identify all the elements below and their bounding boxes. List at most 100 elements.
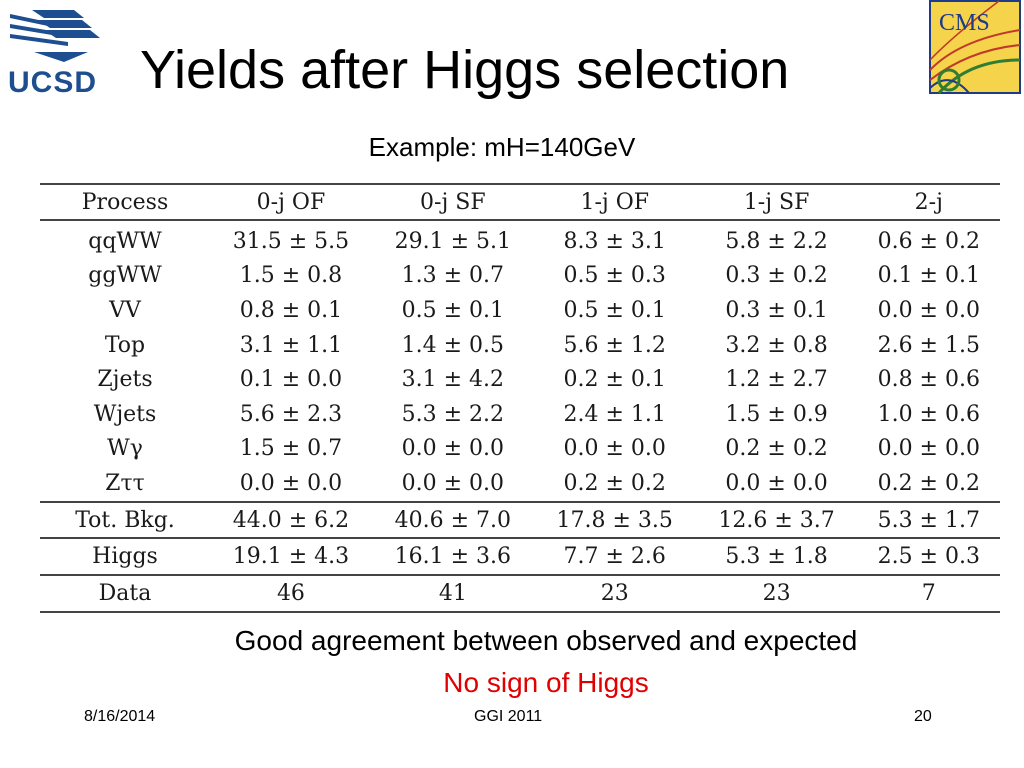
header-0j-of: 0-j OF [256,189,326,215]
table-cell: 12.6 ± 3.7 [718,507,835,533]
table-row: qqWW 31.5 ± 5.5 29.1 ± 5.1 8.3 ± 3.1 5.8… [40,220,1000,259]
table-cell: 0.8 ± 0.6 [877,367,980,393]
table-cell: 5.3 ± 1.8 [725,544,828,570]
process-name: VV [109,297,141,323]
process-name: qqWW [88,228,162,254]
table-cell: 0.1 ± 0.1 [877,263,980,289]
slide-subtitle: Example: mH=140GeV [368,132,636,162]
table-cell: 0.0 ± 0.0 [877,436,980,462]
table-cell: 0.0 ± 0.0 [401,436,505,462]
table-row: Top 3.1 ± 1.1 1.4 ± 0.5 5.6 ± 1.2 3.2 ± … [40,328,1000,363]
table-cell: 0.6 ± 0.2 [877,228,980,254]
process-name: Zττ [105,470,145,496]
table-cell: 0.8 ± 0.1 [239,297,343,323]
table-cell: 0.0 ± 0.0 [725,470,828,496]
header-0j-sf: 0-j SF [420,189,486,215]
table-cell: 44.0 ± 6.2 [232,507,350,533]
ucsd-logo-text: UCSD [8,66,97,98]
table-row: Zττ 0.0 ± 0.0 0.0 ± 0.0 0.2 ± 0.2 0.0 ± … [40,466,1000,502]
ucsd-logo: UCSD [8,10,100,98]
table-cell: 3.1 ± 4.2 [401,367,505,393]
table-cell: 0.1 ± 0.0 [239,367,343,393]
table-cell: 1.2 ± 2.7 [725,367,828,393]
table-cell: 1.0 ± 0.6 [877,401,980,427]
table-cell: 5.6 ± 2.3 [239,401,343,427]
table-cell: 0.0 ± 0.0 [563,436,666,462]
agreement-message: Good agreement between observed and expe… [234,625,858,656]
header-2j: 2-j [914,189,943,215]
header-1j-sf: 1-j SF [743,189,810,215]
table-row: ggWW 1.5 ± 0.8 1.3 ± 0.7 0.5 ± 0.3 0.3 ±… [40,259,1000,294]
table-cell: 5.3 ± 1.7 [877,507,980,533]
background-process-rows: qqWW 31.5 ± 5.5 29.1 ± 5.1 8.3 ± 3.1 5.8… [40,220,1000,502]
table-cell: 0.3 ± 0.2 [725,263,828,289]
table-cell: 1.5 ± 0.8 [239,263,343,289]
table-row: VV 0.8 ± 0.1 0.5 ± 0.1 0.5 ± 0.1 0.3 ± 0… [40,293,1000,328]
footer-page-number: 20 [914,708,932,725]
table-cell: 41 [438,580,467,606]
table-cell: 0.2 ± 0.2 [877,470,980,496]
table-cell: 5.6 ± 1.2 [563,332,666,358]
total-background-row: Tot. Bkg. 44.0 ± 6.2 40.6 ± 7.0 17.8 ± 3… [40,502,1000,539]
table-cell: 19.1 ± 4.3 [232,544,350,570]
table-cell: 31.5 ± 5.5 [232,228,350,254]
process-name: Wjets [93,401,157,427]
table-cell: 1.5 ± 0.9 [725,401,828,427]
table-cell: 16.1 ± 3.6 [394,544,512,570]
row-label: Data [98,580,152,606]
table-cell: 8.3 ± 3.1 [563,228,666,254]
table-cell: 0.0 ± 0.0 [877,297,980,323]
no-higgs-message: No sign of Higgs [443,667,649,698]
row-label: Tot. Bkg. [75,507,175,533]
header-1j-of: 1-j OF [580,189,649,215]
table-cell: 23 [600,580,629,606]
table-row: Wγ 1.5 ± 0.7 0.0 ± 0.0 0.0 ± 0.0 0.2 ± 0… [40,432,1000,467]
table-row: Wjets 5.6 ± 2.3 5.3 ± 2.2 2.4 ± 1.1 1.5 … [40,397,1000,432]
cms-logo: CMS [929,0,1021,94]
higgs-row: Higgs 19.1 ± 4.3 16.1 ± 3.6 7.7 ± 2.6 5.… [40,538,1000,575]
footer-event: GGI 2011 [474,708,543,725]
yields-table: Process 0-j OF 0-j SF 1-j OF 1-j SF 2-j … [40,183,1000,613]
process-name: ggWW [88,263,162,289]
table-cell: 0.5 ± 0.1 [401,297,505,323]
table-cell: 2.5 ± 0.3 [877,544,980,570]
table-cell: 40.6 ± 7.0 [394,507,512,533]
yields-table-container: Process 0-j OF 0-j SF 1-j OF 1-j SF 2-j … [40,183,1000,613]
data-group: Data 46 41 23 23 7 [40,574,1000,612]
table-cell: 5.8 ± 2.2 [725,228,828,254]
slide-title: Yields after Higgs selection [140,40,790,100]
cms-logo-text: CMS [939,10,990,36]
total-background-group: Tot. Bkg. 44.0 ± 6.2 40.6 ± 7.0 17.8 ± 3… [40,501,1000,539]
row-label: Higgs [92,544,158,570]
table-cell: 0.0 ± 0.0 [239,470,343,496]
table-cell: 3.1 ± 1.1 [239,332,343,358]
table-cell: 7 [921,580,936,606]
table-row: Zjets 0.1 ± 0.0 3.1 ± 4.2 0.2 ± 0.1 1.2 … [40,362,1000,397]
table-cell: 0.2 ± 0.2 [725,436,828,462]
higgs-group: Higgs 19.1 ± 4.3 16.1 ± 3.6 7.7 ± 2.6 5.… [40,538,1000,575]
table-cell: 5.3 ± 2.2 [401,401,505,427]
table-cell: 17.8 ± 3.5 [556,507,673,533]
table-cell: 0.5 ± 0.3 [563,263,666,289]
table-cell: 29.1 ± 5.1 [394,228,512,254]
process-name: Wγ [107,436,143,462]
table-cell: 46 [276,580,305,606]
table-cell: 0.3 ± 0.1 [725,297,828,323]
process-name: Top [104,332,146,358]
footer-date: 8/16/2014 [84,708,156,725]
table-cell: 0.2 ± 0.2 [563,470,666,496]
table-cell: 1.5 ± 0.7 [239,436,343,462]
table-cell: 2.6 ± 1.5 [877,332,980,358]
table-cell: 0.5 ± 0.1 [563,297,666,323]
table-cell: 0.0 ± 0.0 [401,470,505,496]
table-cell: 2.4 ± 1.1 [563,401,666,427]
data-row: Data 46 41 23 23 7 [40,575,1000,612]
table-header-row: Process 0-j OF 0-j SF 1-j OF 1-j SF 2-j [40,184,1000,220]
table-cell: 3.2 ± 0.8 [725,332,828,358]
table-cell: 1.3 ± 0.7 [401,263,505,289]
table-cell: 23 [762,580,791,606]
table-cell: 0.2 ± 0.1 [563,367,666,393]
table-cell: 7.7 ± 2.6 [563,544,666,570]
header-process: Process [81,189,169,215]
process-name: Zjets [97,367,153,393]
